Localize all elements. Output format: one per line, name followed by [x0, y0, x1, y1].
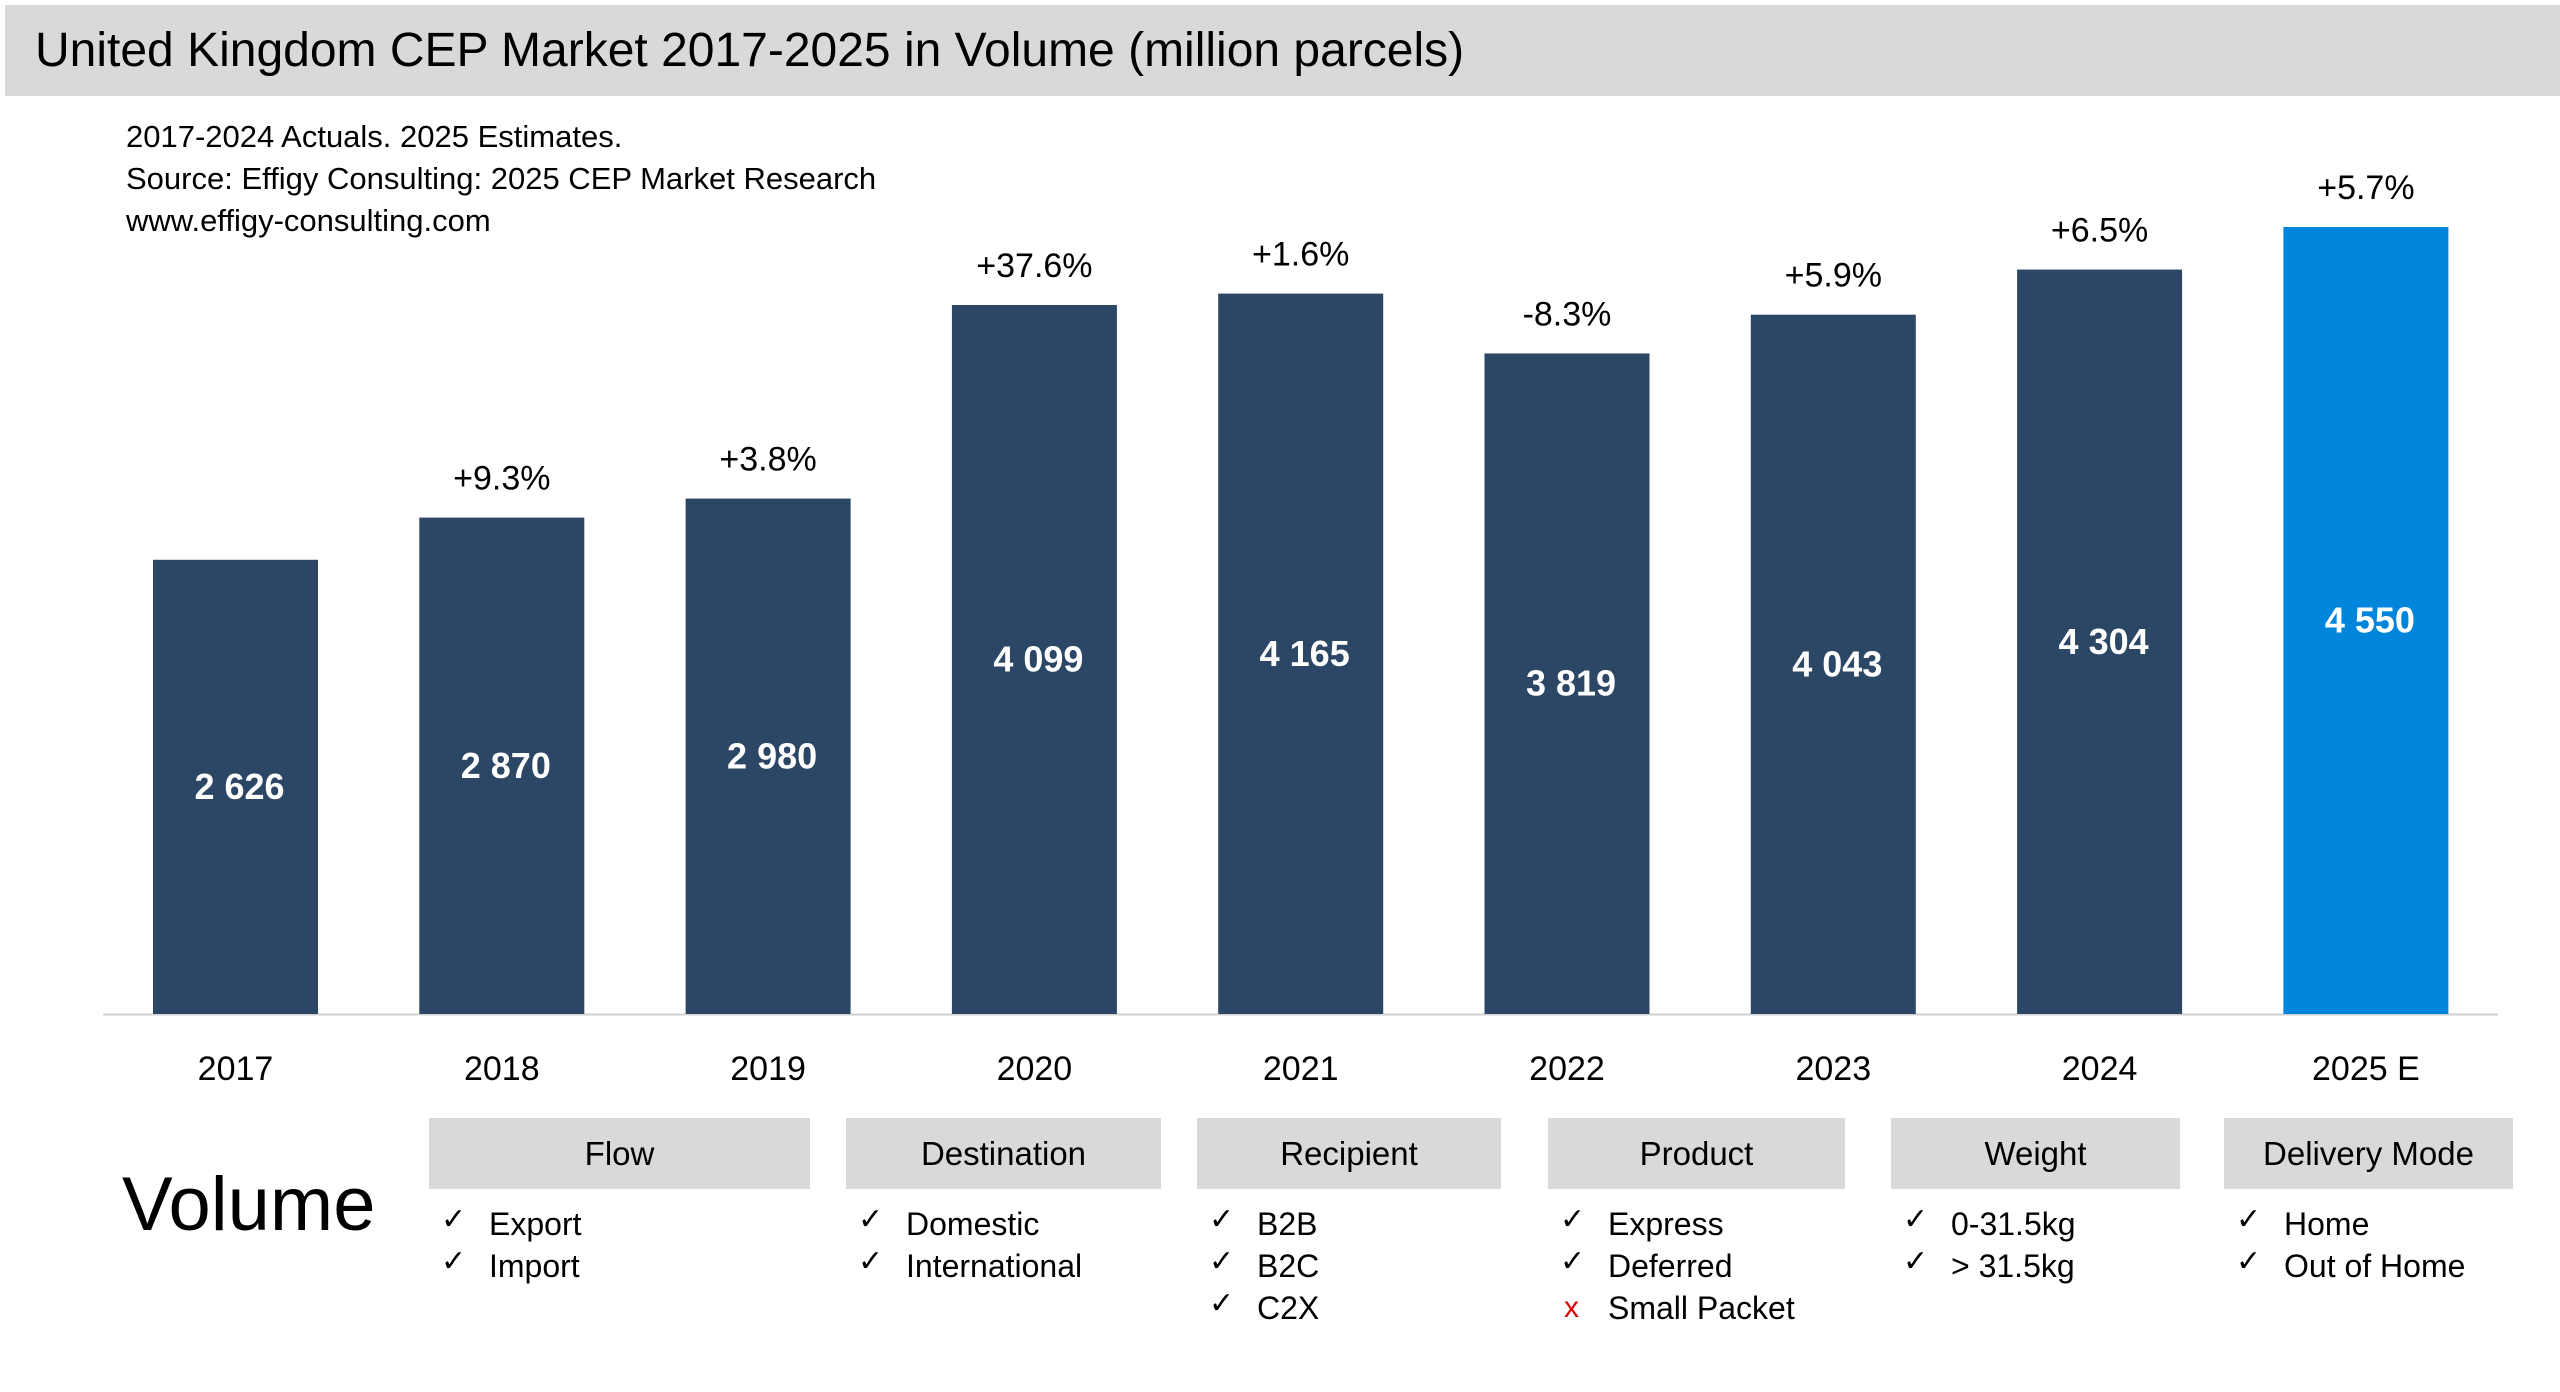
note-source: Source: Effigy Consulting: 2025 CEP Mark… [126, 161, 877, 196]
growth-label: +5.7% [2317, 169, 2414, 207]
x-tick-label: 2018 [464, 1050, 540, 1088]
note-website: www.effigy-consulting.com [126, 203, 491, 238]
check-icon: ✓ [441, 1245, 467, 1278]
category-header: Recipient [1197, 1118, 1501, 1189]
item-label: Express [1608, 1206, 1724, 1242]
category-item: ✓ C2X [1197, 1287, 1501, 1329]
check-icon: ✓ [1903, 1203, 1929, 1236]
category-item: ✓ International [846, 1245, 1161, 1287]
x-tick-label: 2025 E [2312, 1050, 2420, 1088]
x-tick-label: 2019 [730, 1050, 806, 1088]
bar [1484, 353, 1650, 1014]
item-label: International [906, 1248, 1083, 1284]
category-header: Destination [846, 1118, 1161, 1189]
category-item: x Small Packet [1548, 1287, 1845, 1329]
check-icon: ✓ [2236, 1203, 2262, 1236]
bar [2283, 227, 2449, 1014]
x-tick-label: 2021 [1263, 1050, 1339, 1088]
item-label: Home [2284, 1206, 2370, 1242]
growth-label: +5.9% [1785, 257, 1882, 295]
category-item: ✓ Import [429, 1245, 810, 1287]
item-label: C2X [1257, 1290, 1320, 1326]
category-item: ✓ Deferred [1548, 1245, 1845, 1287]
title-bar: United Kingdom CEP Market 2017-2025 in V… [5, 5, 2560, 96]
value-label: 4 043 [1792, 643, 1882, 684]
item-label: B2B [1257, 1206, 1318, 1242]
check-icon: ✓ [1209, 1203, 1235, 1236]
item-label: > 31.5kg [1951, 1248, 2075, 1284]
category-header: Weight [1891, 1118, 2180, 1189]
value-label: 4 165 [1260, 633, 1350, 674]
check-icon: ✓ [1560, 1245, 1586, 1278]
category-item: ✓ 0-31.5kg [1891, 1203, 2180, 1245]
value-label: 2 980 [727, 735, 817, 776]
category-header: Product [1548, 1118, 1845, 1189]
growth-label: +9.3% [453, 460, 550, 498]
category-item: ✓ B2B [1197, 1203, 1501, 1245]
growth-label: +3.8% [719, 441, 816, 479]
check-icon: ✓ [441, 1203, 467, 1236]
item-label: Small Packet [1608, 1290, 1795, 1326]
growth-label: +37.6% [976, 247, 1092, 285]
category-product: Product ✓ Express ✓ Deferred x Small Packet [1548, 1118, 1845, 1329]
bar [1218, 293, 1384, 1015]
check-icon: ✓ [858, 1203, 884, 1236]
x-tick-label: 2023 [1795, 1050, 1871, 1088]
category-header: Delivery Mode [2224, 1118, 2513, 1189]
chart-title: United Kingdom CEP Market 2017-2025 in V… [35, 24, 1465, 77]
item-label: Export [489, 1206, 582, 1242]
category-item: ✓ B2C [1197, 1245, 1501, 1287]
check-icon: ✓ [1209, 1287, 1235, 1320]
category-item: ✓ > 31.5kg [1891, 1245, 2180, 1287]
check-icon: ✓ [1903, 1245, 1929, 1278]
category-item: ✓ Home [2224, 1203, 2513, 1245]
x-tick-label: 2024 [2062, 1050, 2138, 1088]
item-label: B2C [1257, 1248, 1320, 1284]
bar-chart: 2 626 2017 2 870 +9.3% 2018 2 980 +3.8% 2019 4 0… [103, 169, 2498, 1088]
segmentation-label: Volume [122, 1162, 376, 1247]
note-actuals: 2017-2024 Actuals. 2025 Estimates. [126, 119, 623, 154]
category-flow: Flow ✓ Export ✓ Import [429, 1118, 810, 1287]
growth-label: -8.3% [1523, 295, 1612, 333]
check-icon: ✓ [1209, 1245, 1235, 1278]
notes: 2017-2024 Actuals. 2025 Estimates. Sourc… [126, 116, 876, 242]
bar [685, 498, 851, 1014]
category-item: ✓ Domestic [846, 1203, 1161, 1245]
check-icon: ✓ [2236, 1245, 2262, 1278]
category-recipient: Recipient ✓ B2B ✓ B2C ✓ C2X [1197, 1118, 1501, 1329]
value-label: 4 304 [2059, 621, 2149, 662]
category-delivery-mode: Delivery Mode ✓ Home ✓ Out of Home [2224, 1118, 2513, 1287]
value-label: 2 870 [461, 745, 551, 786]
check-icon: ✓ [1560, 1203, 1586, 1236]
bar [1750, 314, 1916, 1014]
item-label: Deferred [1608, 1248, 1733, 1284]
category-header: Flow [429, 1118, 810, 1189]
item-label: Out of Home [2284, 1248, 2466, 1284]
value-label: 3 819 [1526, 663, 1616, 704]
category-item: ✓ Express [1548, 1203, 1845, 1245]
item-label: Import [489, 1248, 580, 1284]
category-weight: Weight ✓ 0-31.5kg ✓ > 31.5kg [1891, 1118, 2180, 1287]
cross-icon: x [1564, 1291, 1579, 1324]
value-label: 4 550 [2325, 600, 2415, 641]
category-item: ✓ Export [429, 1203, 810, 1245]
x-tick-label: 2017 [198, 1050, 274, 1088]
bar [951, 305, 1117, 1014]
x-tick-label: 2022 [1529, 1050, 1605, 1088]
bar [419, 517, 585, 1014]
x-tick-label: 2020 [997, 1050, 1073, 1088]
category-destination: Destination ✓ Domestic ✓ International [846, 1118, 1161, 1287]
category-item: ✓ Out of Home [2224, 1245, 2513, 1287]
check-icon: ✓ [858, 1245, 884, 1278]
value-label: 4 099 [993, 639, 1083, 680]
item-label: Domestic [906, 1206, 1040, 1242]
bar [2017, 269, 2183, 1014]
bar [153, 559, 318, 1014]
growth-label: +6.5% [2051, 212, 2148, 250]
value-label: 2 626 [194, 766, 284, 807]
item-label: 0-31.5kg [1951, 1206, 2076, 1242]
growth-label: +1.6% [1252, 236, 1349, 274]
